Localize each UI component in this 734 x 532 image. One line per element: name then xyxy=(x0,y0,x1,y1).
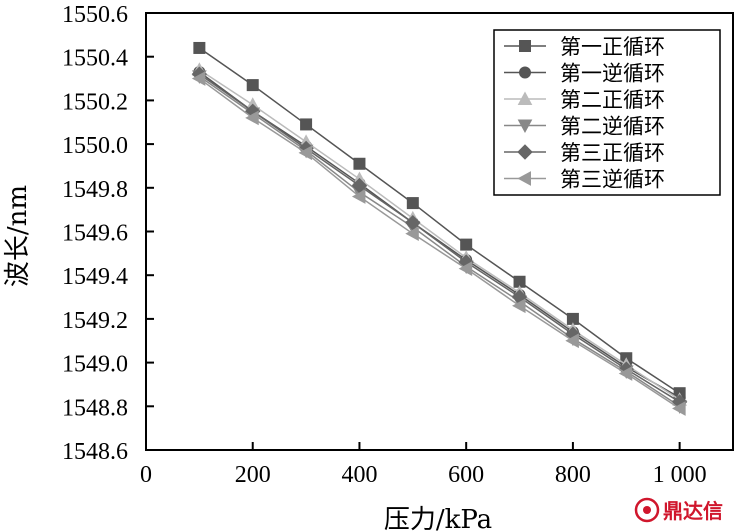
x-tick-label: 600 xyxy=(448,462,484,488)
data-point xyxy=(458,261,473,276)
watermark-logo-icon xyxy=(634,497,660,523)
data-point xyxy=(353,157,366,170)
x-tick-label: 800 xyxy=(555,462,591,488)
legend-entry: 第二逆循环 xyxy=(504,115,665,139)
series-line xyxy=(198,75,681,407)
y-tick-label: 1549.8 xyxy=(62,177,128,203)
legend-marker xyxy=(517,119,533,134)
legend-entry: 第三正循环 xyxy=(504,141,665,165)
axes: 0 200 400 600 800 1 000 1548.6 1548.8 1549.0 1549… xyxy=(62,2,734,488)
legend-label: 第三逆循环 xyxy=(560,168,665,192)
watermark-text: 鼎达信 xyxy=(663,499,723,523)
legend-label: 第二正循环 xyxy=(560,88,665,112)
legend-label: 第二逆循环 xyxy=(560,115,665,139)
series-line xyxy=(198,47,681,394)
y-tick-label: 1550.6 xyxy=(62,2,128,28)
y-tick-label: 1548.8 xyxy=(62,395,128,421)
y-axis-title: 波长/nm xyxy=(3,185,33,287)
series-line xyxy=(198,77,681,410)
data-point xyxy=(193,41,206,54)
series-line xyxy=(198,69,681,401)
data-point xyxy=(405,226,419,242)
legend-label: 第三正循环 xyxy=(560,141,665,165)
data-point xyxy=(191,71,206,86)
data-point xyxy=(246,79,259,92)
series-line xyxy=(198,71,681,399)
data-point xyxy=(565,333,579,349)
data-point xyxy=(460,238,473,251)
y-tick-label: 1549.6 xyxy=(62,221,128,247)
legend-marker xyxy=(519,40,531,52)
legend-marker xyxy=(519,66,531,79)
legend-marker xyxy=(517,144,533,160)
legend-marker xyxy=(517,171,531,186)
x-axis-title: 压力/kPa xyxy=(384,505,492,532)
x-tick-label: 1 000 xyxy=(653,462,707,488)
legend-entry: 第一正循环 xyxy=(504,35,665,59)
x-tick-label: 400 xyxy=(341,462,377,488)
data-point xyxy=(672,401,686,416)
y-tick-label: 1549.0 xyxy=(62,352,128,378)
data-point xyxy=(298,145,313,161)
legend-entry: 第二正循环 xyxy=(504,88,665,112)
y-tick-label: 1549.2 xyxy=(62,308,128,334)
y-tick-label: 1548.6 xyxy=(62,439,128,465)
legend-label: 第一逆循环 xyxy=(560,62,665,86)
y-tick-label: 1550.0 xyxy=(62,133,128,159)
y-tick-label: 1549.4 xyxy=(62,264,128,290)
legend-entry: 第一逆循环 xyxy=(504,62,665,86)
series-layer xyxy=(191,41,688,416)
series-line xyxy=(198,73,681,403)
series-6 xyxy=(191,71,686,416)
data-point xyxy=(406,197,419,210)
data-point xyxy=(618,366,633,381)
legend-entry: 第三逆循环 xyxy=(504,168,665,192)
x-tick-label: 200 xyxy=(235,462,271,488)
data-point xyxy=(351,189,366,204)
y-tick-label: 1550.2 xyxy=(62,89,128,115)
data-point xyxy=(245,110,259,126)
data-point xyxy=(300,118,313,131)
watermark-logo-dot xyxy=(643,506,651,514)
data-point xyxy=(511,298,526,314)
x-tick-label: 0 xyxy=(140,462,152,488)
watermark: 鼎达信 xyxy=(634,497,723,523)
legend-marker xyxy=(517,91,533,105)
legend-box xyxy=(493,29,721,196)
y-tick-label: 1550.4 xyxy=(62,46,128,72)
legend-label: 第一正循环 xyxy=(560,35,665,59)
